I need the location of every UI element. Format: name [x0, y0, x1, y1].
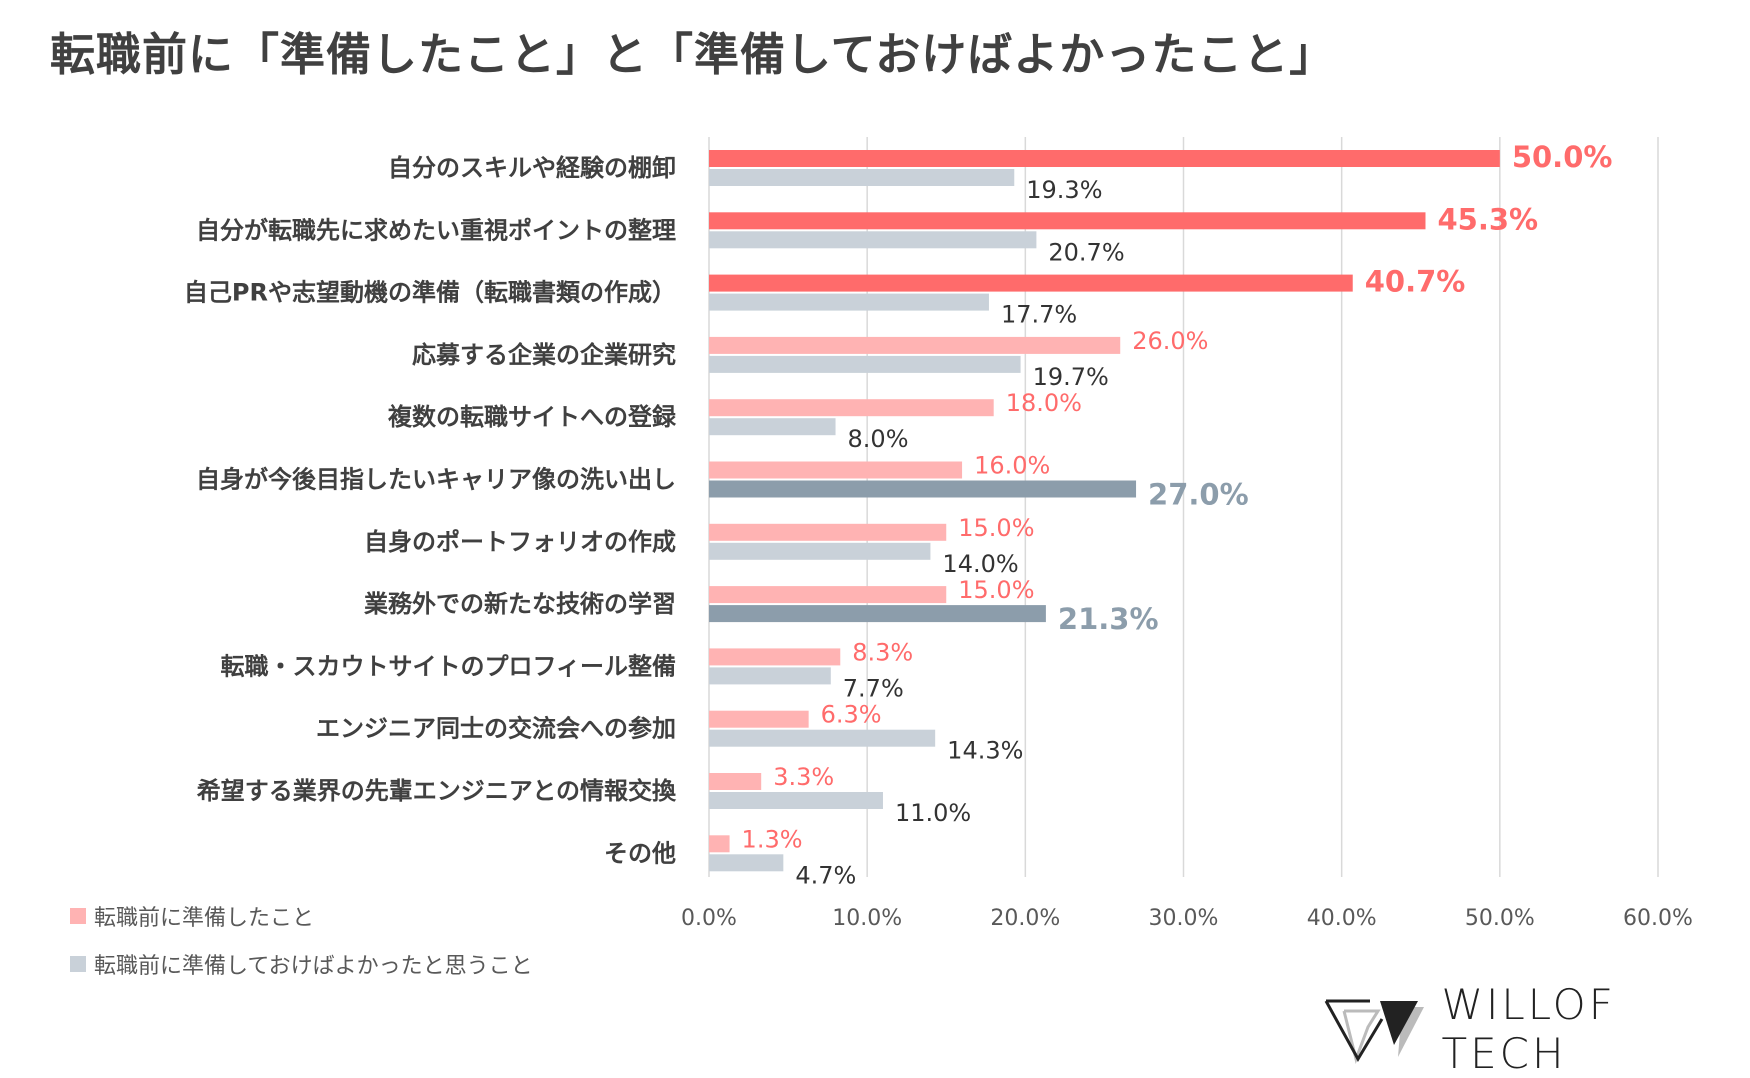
legend-swatch-wish	[70, 956, 86, 972]
bar-prepared	[709, 150, 1500, 167]
logo-mark-icon	[1324, 999, 1424, 1065]
bar-wish	[709, 355, 1021, 373]
data-label-wish: 7.7%	[843, 674, 904, 702]
data-label-prepared: 45.3%	[1437, 202, 1538, 236]
category-label: 自身が今後目指したいキャリア像の洗い出し	[196, 466, 676, 494]
x-tick-label: 50.0%	[1465, 906, 1535, 931]
brand-name: WILLOF TECH	[1441, 980, 1616, 1078]
category-label: 自身のポートフォリオの作成	[364, 528, 676, 556]
category-label: 転職・スカウトサイトのプロフィール整備	[220, 652, 676, 680]
bar-wish	[709, 605, 1046, 623]
bar-wish	[709, 293, 989, 311]
category-label: 複数の転職サイトへの登録	[388, 403, 677, 431]
brand-logo: WILLOF TECH	[1320, 980, 1750, 1078]
data-label-prepared: 8.3%	[852, 638, 913, 666]
x-tick-label: 0.0%	[681, 906, 737, 931]
data-label-prepared: 15.0%	[958, 576, 1034, 604]
data-label-prepared: 3.3%	[773, 763, 834, 791]
data-label-prepared: 40.7%	[1365, 265, 1466, 299]
category-label: 自分のスキルや経験の棚卸	[388, 154, 676, 182]
data-label-prepared: 50.0%	[1512, 140, 1613, 174]
bar-prepared	[709, 648, 841, 666]
bar-wish	[709, 667, 831, 685]
category-label: エンジニア同士の交流会への参加	[316, 715, 676, 743]
data-label-prepared: 26.0%	[1132, 327, 1208, 355]
data-label-prepared: 18.0%	[1006, 389, 1082, 417]
data-label-prepared: 15.0%	[958, 514, 1034, 542]
legend-swatch-prepared	[70, 908, 86, 924]
x-tick-label: 10.0%	[832, 906, 902, 931]
bar-prepared	[709, 773, 762, 790]
bar-prepared	[709, 710, 809, 728]
data-label-prepared: 6.3%	[821, 701, 882, 729]
data-label-prepared: 1.3%	[742, 825, 803, 853]
bar-wish	[709, 854, 784, 872]
bar-prepared	[709, 586, 947, 604]
data-label-prepared: 16.0%	[974, 452, 1050, 480]
category-label: 自己PRや志望動機の準備（転職書類の作成）	[184, 279, 676, 307]
x-tick-label: 60.0%	[1623, 906, 1693, 931]
data-label-wish: 19.7%	[1033, 363, 1109, 391]
chart-title: 転職前に「準備したこと」と「準備しておけばよかったこと」	[50, 28, 1336, 81]
bar-wish	[709, 792, 883, 809]
bar-wish	[709, 418, 836, 436]
category-label: その他	[604, 839, 676, 867]
bar-wish	[709, 231, 1037, 249]
data-label-wish: 8.0%	[848, 425, 909, 453]
bar-wish	[709, 729, 936, 747]
bar-prepared	[709, 336, 1121, 354]
data-label-wish: 14.0%	[942, 550, 1018, 578]
legend-item-prepared: 転職前に準備したこと	[70, 900, 314, 932]
data-label-wish: 27.0%	[1148, 478, 1249, 512]
data-label-wish: 17.7%	[1001, 301, 1077, 329]
bar-wish	[709, 480, 1137, 498]
legend-label-prepared: 転職前に準備したこと	[94, 906, 315, 931]
bar-prepared	[709, 274, 1353, 292]
bar-prepared	[709, 523, 947, 541]
x-tick-label: 20.0%	[990, 906, 1060, 931]
data-label-wish: 4.7%	[795, 861, 856, 889]
data-label-wish: 11.0%	[895, 799, 971, 827]
category-label: 業務外での新たな技術の学習	[364, 590, 676, 618]
data-label-wish: 21.3%	[1058, 602, 1159, 636]
data-label-wish: 14.3%	[947, 737, 1023, 765]
x-tick-label: 40.0%	[1307, 906, 1377, 931]
bar-wish	[709, 542, 931, 560]
bar-prepared	[709, 835, 730, 853]
category-label: 応募する企業の企業研究	[412, 341, 676, 369]
data-label-wish: 20.7%	[1048, 238, 1124, 266]
bar-prepared	[709, 399, 994, 417]
legend-item-wish: 転職前に準備しておけばよかったと思うこと	[70, 948, 533, 980]
bar-prepared	[709, 461, 963, 479]
legend-label-wish: 転職前に準備しておけばよかったと思うこと	[94, 954, 533, 979]
category-label: 自分が転職先に求めたい重視ポイントの整理	[196, 216, 676, 244]
bar-wish	[709, 169, 1015, 186]
category-label: 希望する業界の先輩エンジニアとの情報交換	[197, 777, 677, 805]
bar-prepared	[709, 212, 1426, 230]
x-tick-label: 30.0%	[1149, 906, 1219, 931]
data-label-wish: 19.3%	[1026, 176, 1102, 204]
